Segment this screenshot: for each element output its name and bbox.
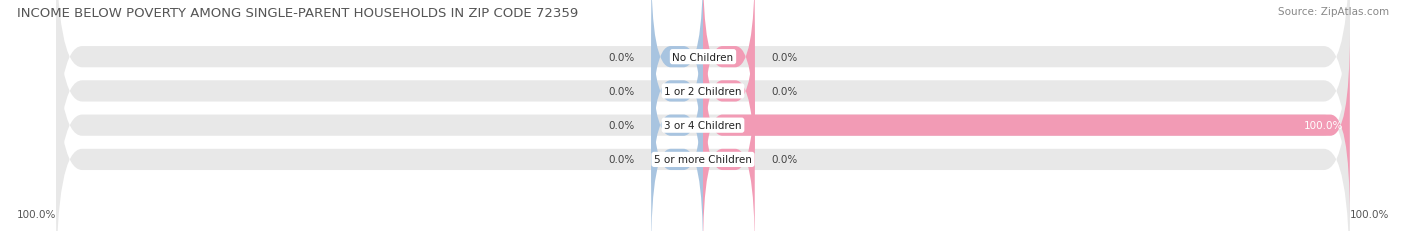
Text: 1 or 2 Children: 1 or 2 Children [664,87,742,97]
FancyBboxPatch shape [651,34,703,217]
Text: 100.0%: 100.0% [17,210,56,219]
FancyBboxPatch shape [703,34,1350,217]
Text: INCOME BELOW POVERTY AMONG SINGLE-PARENT HOUSEHOLDS IN ZIP CODE 72359: INCOME BELOW POVERTY AMONG SINGLE-PARENT… [17,7,578,20]
Text: 0.0%: 0.0% [770,52,797,62]
FancyBboxPatch shape [56,0,1350,217]
Text: 0.0%: 0.0% [609,121,636,131]
FancyBboxPatch shape [703,0,755,183]
FancyBboxPatch shape [703,0,755,149]
FancyBboxPatch shape [651,68,703,231]
FancyBboxPatch shape [56,0,1350,231]
Text: No Children: No Children [672,52,734,62]
FancyBboxPatch shape [651,0,703,149]
Text: 100.0%: 100.0% [1350,210,1389,219]
Text: 0.0%: 0.0% [770,87,797,97]
Text: 0.0%: 0.0% [609,52,636,62]
Text: 5 or more Children: 5 or more Children [654,155,752,165]
Text: 0.0%: 0.0% [609,87,636,97]
Text: 0.0%: 0.0% [609,155,636,165]
Text: 3 or 4 Children: 3 or 4 Children [664,121,742,131]
Text: Source: ZipAtlas.com: Source: ZipAtlas.com [1278,7,1389,17]
Text: 0.0%: 0.0% [770,155,797,165]
FancyBboxPatch shape [56,0,1350,183]
FancyBboxPatch shape [651,0,703,183]
FancyBboxPatch shape [56,34,1350,231]
Text: 100.0%: 100.0% [1303,121,1343,131]
FancyBboxPatch shape [703,68,755,231]
